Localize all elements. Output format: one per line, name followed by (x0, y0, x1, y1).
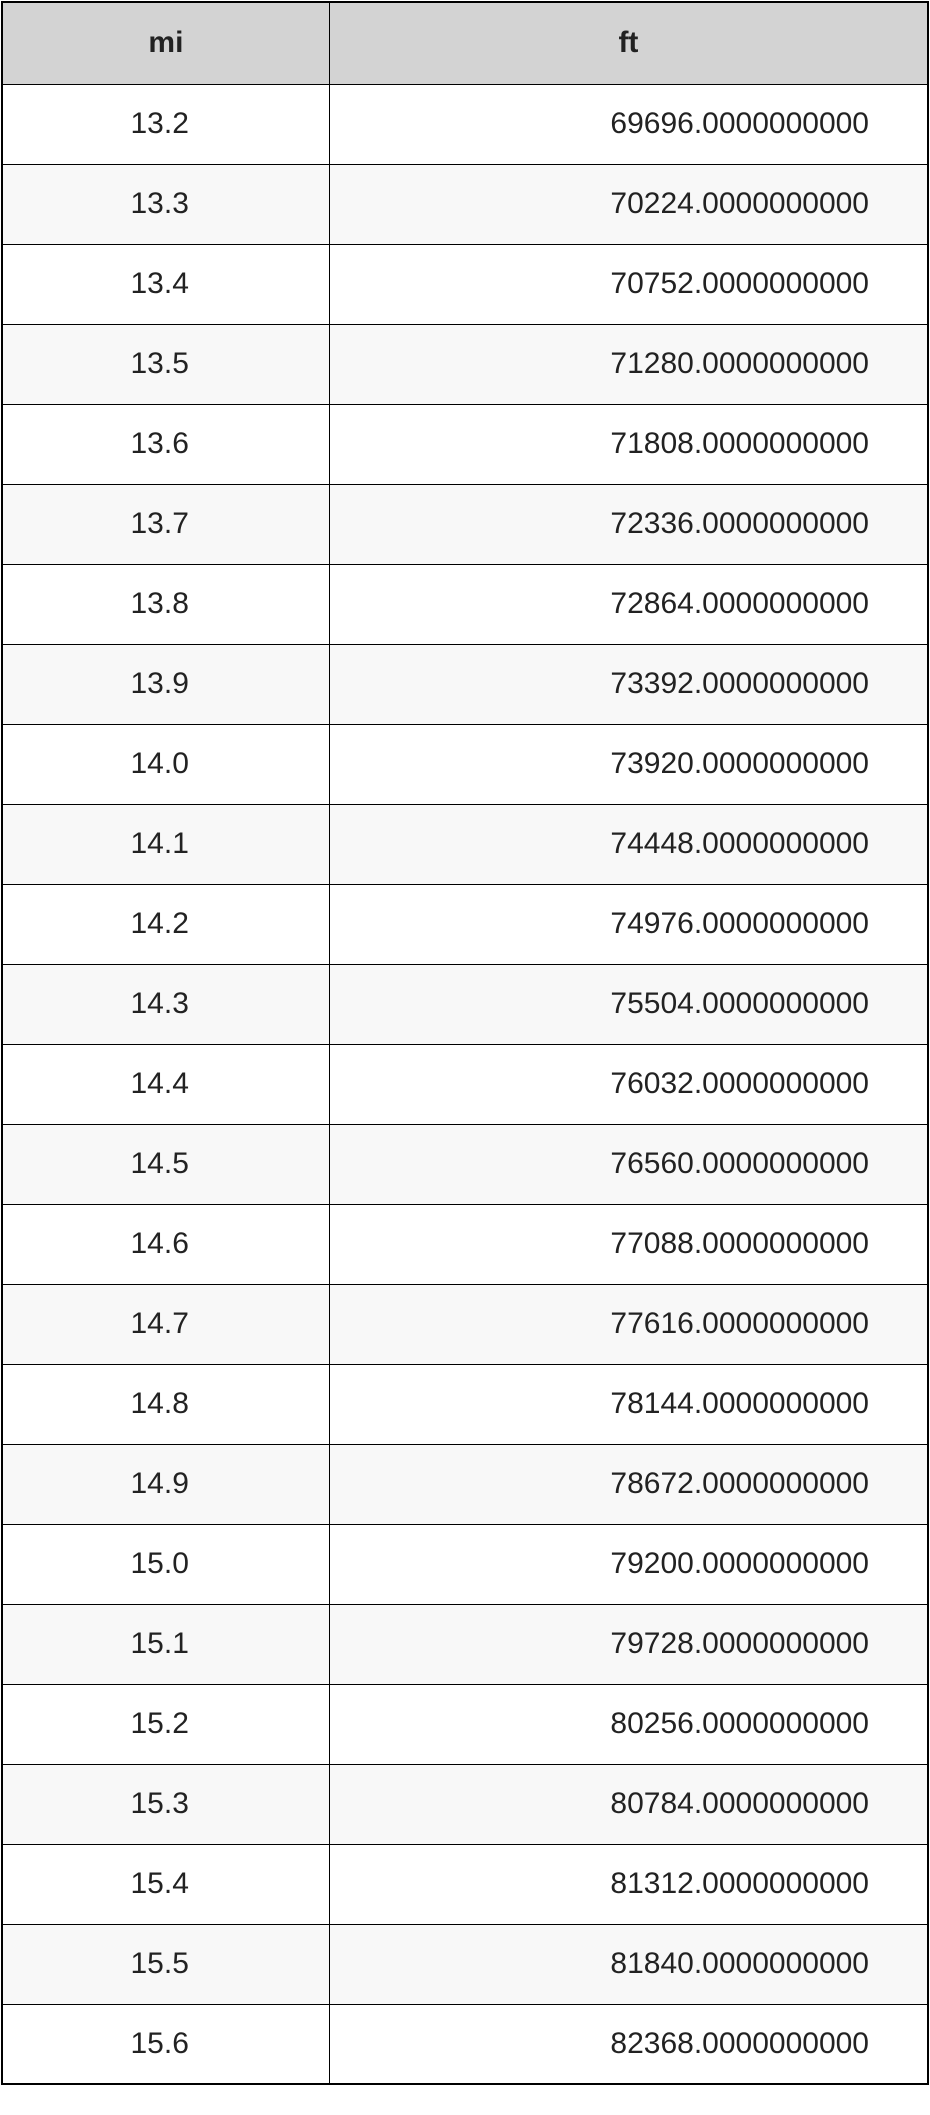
cell-mi: 14.9 (2, 1444, 329, 1524)
cell-ft: 78144.0000000000 (329, 1364, 928, 1444)
cell-ft: 81840.0000000000 (329, 1924, 928, 2004)
cell-ft: 71808.0000000000 (329, 404, 928, 484)
table-row: 15.280256.0000000000 (2, 1684, 928, 1764)
cell-mi: 15.2 (2, 1684, 329, 1764)
cell-mi: 13.9 (2, 644, 329, 724)
table-row: 14.174448.0000000000 (2, 804, 928, 884)
cell-mi: 13.3 (2, 164, 329, 244)
cell-ft: 71280.0000000000 (329, 324, 928, 404)
cell-ft: 70752.0000000000 (329, 244, 928, 324)
cell-mi: 15.4 (2, 1844, 329, 1924)
table-row: 13.772336.0000000000 (2, 484, 928, 564)
table-row: 15.581840.0000000000 (2, 1924, 928, 2004)
cell-mi: 15.5 (2, 1924, 329, 2004)
table-row: 13.571280.0000000000 (2, 324, 928, 404)
table-row: 13.671808.0000000000 (2, 404, 928, 484)
table-row: 13.370224.0000000000 (2, 164, 928, 244)
cell-ft: 74976.0000000000 (329, 884, 928, 964)
cell-mi: 14.3 (2, 964, 329, 1044)
table-row: 13.872864.0000000000 (2, 564, 928, 644)
cell-mi: 13.7 (2, 484, 329, 564)
column-header-ft: ft (329, 2, 928, 84)
table-row: 14.878144.0000000000 (2, 1364, 928, 1444)
table-body: 13.269696.0000000000 13.370224.000000000… (2, 84, 928, 2084)
table-row: 14.576560.0000000000 (2, 1124, 928, 1204)
cell-mi: 15.3 (2, 1764, 329, 1844)
cell-ft: 73392.0000000000 (329, 644, 928, 724)
cell-ft: 81312.0000000000 (329, 1844, 928, 1924)
table-row: 14.476032.0000000000 (2, 1044, 928, 1124)
cell-mi: 14.4 (2, 1044, 329, 1124)
cell-ft: 82368.0000000000 (329, 2004, 928, 2084)
column-header-mi: mi (2, 2, 329, 84)
table-row: 13.269696.0000000000 (2, 84, 928, 164)
cell-mi: 14.5 (2, 1124, 329, 1204)
cell-ft: 75504.0000000000 (329, 964, 928, 1044)
table-row: 14.777616.0000000000 (2, 1284, 928, 1364)
cell-ft: 72336.0000000000 (329, 484, 928, 564)
cell-mi: 14.7 (2, 1284, 329, 1364)
cell-ft: 80256.0000000000 (329, 1684, 928, 1764)
cell-ft: 80784.0000000000 (329, 1764, 928, 1844)
cell-mi: 14.0 (2, 724, 329, 804)
cell-ft: 76560.0000000000 (329, 1124, 928, 1204)
cell-mi: 13.5 (2, 324, 329, 404)
cell-ft: 73920.0000000000 (329, 724, 928, 804)
table-row: 13.470752.0000000000 (2, 244, 928, 324)
cell-ft: 74448.0000000000 (329, 804, 928, 884)
cell-mi: 13.2 (2, 84, 329, 164)
cell-mi: 14.2 (2, 884, 329, 964)
table-row: 14.677088.0000000000 (2, 1204, 928, 1284)
table-row: 14.274976.0000000000 (2, 884, 928, 964)
cell-mi: 15.0 (2, 1524, 329, 1604)
cell-mi: 13.4 (2, 244, 329, 324)
table-row: 13.973392.0000000000 (2, 644, 928, 724)
cell-mi: 14.8 (2, 1364, 329, 1444)
table-row: 15.682368.0000000000 (2, 2004, 928, 2084)
table-row: 15.179728.0000000000 (2, 1604, 928, 1684)
table-row: 15.380784.0000000000 (2, 1764, 928, 1844)
table-row: 14.073920.0000000000 (2, 724, 928, 804)
table-row: 14.978672.0000000000 (2, 1444, 928, 1524)
conversion-table: mi ft 13.269696.0000000000 13.370224.000… (1, 1, 929, 2085)
cell-mi: 14.1 (2, 804, 329, 884)
cell-ft: 77616.0000000000 (329, 1284, 928, 1364)
cell-mi: 15.1 (2, 1604, 329, 1684)
cell-ft: 72864.0000000000 (329, 564, 928, 644)
cell-ft: 69696.0000000000 (329, 84, 928, 164)
table-row: 15.481312.0000000000 (2, 1844, 928, 1924)
cell-mi: 14.6 (2, 1204, 329, 1284)
table-row: 14.375504.0000000000 (2, 964, 928, 1044)
cell-mi: 15.6 (2, 2004, 329, 2084)
cell-ft: 79200.0000000000 (329, 1524, 928, 1604)
cell-ft: 77088.0000000000 (329, 1204, 928, 1284)
table-row: 15.079200.0000000000 (2, 1524, 928, 1604)
table-header-row: mi ft (2, 2, 928, 84)
cell-ft: 78672.0000000000 (329, 1444, 928, 1524)
cell-ft: 76032.0000000000 (329, 1044, 928, 1124)
cell-ft: 70224.0000000000 (329, 164, 928, 244)
cell-mi: 13.6 (2, 404, 329, 484)
cell-ft: 79728.0000000000 (329, 1604, 928, 1684)
cell-mi: 13.8 (2, 564, 329, 644)
